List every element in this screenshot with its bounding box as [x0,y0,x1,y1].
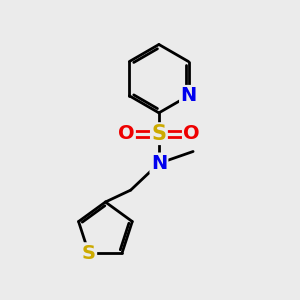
Text: N: N [180,86,196,105]
Text: N: N [151,154,167,173]
Text: S: S [152,124,166,144]
Text: O: O [118,124,134,143]
Text: O: O [183,124,200,143]
Text: S: S [82,244,96,262]
